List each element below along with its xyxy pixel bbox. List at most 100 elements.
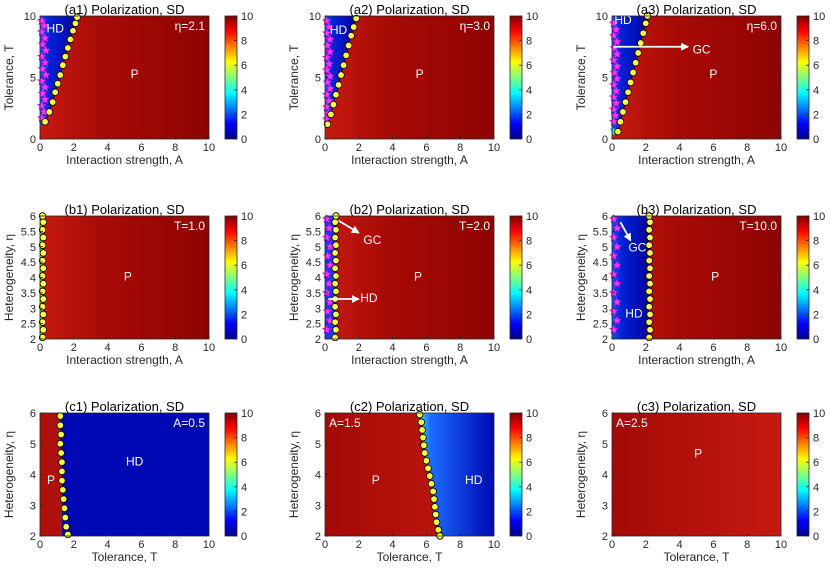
star-marker	[612, 241, 622, 251]
star-marker	[37, 39, 48, 49]
boundary-point	[624, 88, 632, 96]
x-tick-label: 4	[105, 142, 111, 154]
y-tick-label: 4	[30, 273, 36, 285]
boundary-point	[417, 418, 426, 426]
phase-label: HD	[330, 23, 348, 37]
y-tick-label: 5.5	[306, 226, 321, 238]
star-marker	[612, 315, 622, 325]
star-marker	[321, 213, 332, 224]
star-marker	[608, 92, 619, 102]
y-tick-label: 6	[30, 211, 36, 223]
phase-label: HD	[614, 13, 632, 27]
phase-label: P	[131, 67, 139, 81]
colorbar-tick-label: 6	[526, 457, 532, 469]
x-tick-label: 4	[390, 539, 396, 551]
boundary-point	[434, 526, 442, 534]
colorbar-tick-label: 2	[813, 506, 819, 518]
boundary-point	[56, 421, 64, 429]
phase-label: GC	[628, 240, 646, 254]
x-tick-label: 2	[71, 142, 77, 154]
star-marker	[40, 69, 51, 80]
colorbar-tick-label: 8	[241, 433, 247, 445]
star-marker	[321, 15, 332, 26]
x-tick-label: 6	[710, 539, 716, 551]
boundary-point	[629, 68, 637, 77]
star-marker	[321, 324, 332, 334]
colorbar-tick-label: 10	[526, 211, 538, 223]
x-tick-label: 0	[322, 539, 328, 551]
x-tick-label: 2	[71, 539, 77, 551]
y-tick-label: 0	[602, 134, 608, 146]
boundary-point	[58, 458, 66, 466]
y-tick-label: 4	[30, 470, 36, 482]
boundary-point	[332, 326, 340, 334]
x-tick-label: 2	[71, 342, 77, 354]
x-axis-label: Interaction strength, A	[638, 153, 755, 167]
y-tick-label: 4.5	[593, 257, 608, 269]
x-tick-label: 0	[322, 142, 328, 154]
star-marker	[324, 223, 335, 233]
phase-label: P	[709, 67, 717, 81]
x-tick-label: 10	[488, 539, 500, 551]
star-marker	[36, 15, 47, 26]
y-axis-label: Tolerance, T	[2, 44, 16, 110]
y-tick-label: 10	[596, 11, 608, 23]
boundary-point	[331, 218, 339, 226]
colorbar-tick-label: 10	[526, 408, 538, 420]
parameter-label: T=2.0	[459, 219, 490, 233]
boundary-point	[619, 108, 627, 116]
star-marker	[608, 104, 619, 114]
y-tick-label: 5	[315, 73, 321, 85]
y-axis-label: Tolerance, T	[287, 44, 301, 110]
x-axis-label: Interaction strength, A	[66, 153, 183, 167]
boundary-point	[419, 433, 427, 442]
star-marker	[36, 26, 47, 37]
x-tick-label: 4	[105, 539, 111, 551]
star-marker	[608, 18, 619, 28]
colorbar-tick-label: 10	[241, 211, 253, 223]
y-tick-label: 6	[30, 408, 36, 420]
x-tick-label: 2	[356, 142, 362, 154]
annotation-arrow	[619, 221, 632, 242]
x-tick-label: 8	[172, 539, 178, 551]
x-tick-label: 8	[172, 142, 178, 154]
boundary-point	[637, 39, 645, 47]
star-marker	[40, 57, 50, 67]
star-marker	[37, 63, 48, 74]
colorbar-tick-label: 2	[241, 506, 247, 518]
y-tick-label: 5	[315, 439, 321, 451]
star-marker	[39, 20, 50, 31]
y-tick-label: 4	[315, 273, 321, 285]
boundary-point	[323, 120, 332, 128]
x-tick-label: 10	[775, 539, 787, 551]
y-tick-label: 2	[602, 334, 608, 346]
boundary-point	[327, 110, 335, 119]
star-marker	[611, 24, 622, 34]
panel-title: (b3) Polarization, SD	[637, 202, 757, 217]
y-tick-label: 5	[30, 73, 36, 85]
parameter-label: η=6.0	[747, 19, 778, 33]
boundary-point	[646, 249, 654, 257]
colorbar-tick-label: 8	[813, 236, 819, 248]
boundary-point	[642, 19, 650, 28]
colorbar-tick-label: 0	[241, 334, 247, 346]
colorbar-tick-label: 0	[526, 134, 532, 146]
boundary-point	[332, 241, 340, 249]
boundary-point	[645, 272, 653, 280]
colorbar-tick-label: 0	[813, 134, 819, 146]
boundary-point	[645, 287, 653, 296]
phase-label: P	[47, 473, 55, 487]
x-tick-label: 8	[457, 142, 463, 154]
boundary-point	[332, 226, 340, 234]
boundary-point	[429, 487, 437, 496]
x-tick-label: 6	[423, 342, 429, 354]
boundary-point	[337, 71, 345, 79]
x-tick-label: 10	[203, 342, 215, 354]
boundary-point	[431, 503, 439, 511]
colorbar	[509, 412, 523, 537]
boundary-point	[59, 486, 67, 494]
